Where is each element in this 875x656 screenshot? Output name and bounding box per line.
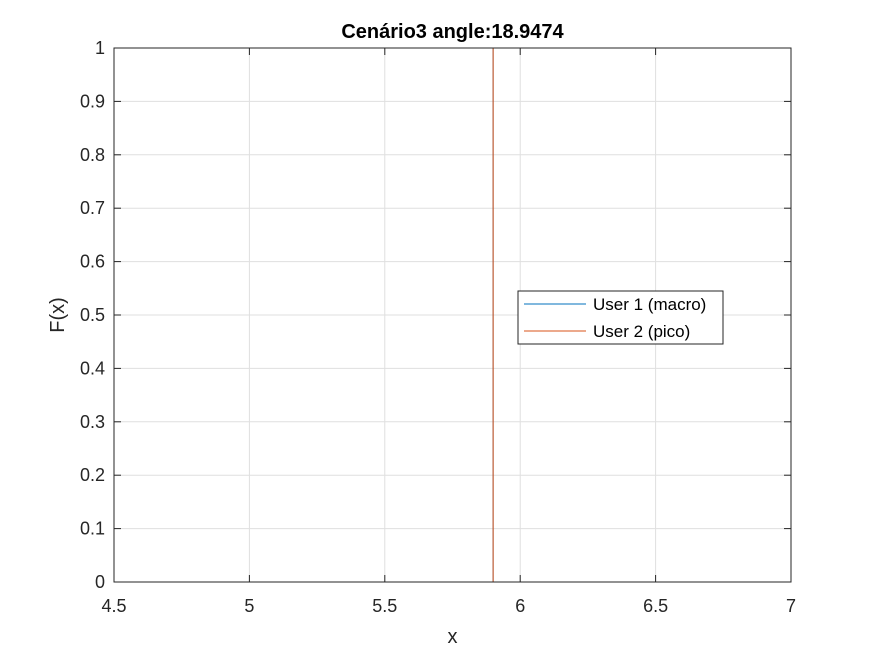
y-tick-label: 0.7 <box>80 198 105 218</box>
y-tick-label: 0 <box>95 572 105 592</box>
legend-box <box>517 290 724 345</box>
x-tick-label: 4.5 <box>101 596 126 616</box>
x-axis-label: x <box>448 626 458 648</box>
y-tick-label: 0.1 <box>80 519 105 539</box>
legend-label-user-2: User 2 (pico) <box>593 322 690 341</box>
x-tick-label: 5.5 <box>372 596 397 616</box>
x-tick-label: 6.5 <box>643 596 668 616</box>
legend[interactable]: User 1 (macro) User 2 (pico) <box>517 290 724 345</box>
y-axis-label: F(x) <box>47 297 69 333</box>
y-tick-label: 0.3 <box>80 412 105 432</box>
x-tick-label: 7 <box>786 596 796 616</box>
y-tick-label: 0.9 <box>80 91 105 111</box>
y-tick-label: 0.6 <box>80 252 105 272</box>
ticks-layer <box>113 47 792 583</box>
x-tick-label: 6 <box>515 596 525 616</box>
x-tick-labels: 4.5 5 5.5 6 6.5 7 <box>101 596 796 616</box>
y-tick-label: 1 <box>95 38 105 58</box>
legend-label-user-1: User 1 (macro) <box>593 295 706 314</box>
y-tick-labels: 0 0.1 0.2 0.3 0.4 0.5 0.6 0.7 0.8 0.9 1 <box>80 38 105 592</box>
chart-title: Cenário3 angle:18.9474 <box>341 21 564 43</box>
x-tick-label: 5 <box>244 596 254 616</box>
y-tick-label: 0.2 <box>80 465 105 485</box>
y-tick-label: 0.5 <box>80 305 105 325</box>
y-tick-label: 0.8 <box>80 145 105 165</box>
y-tick-label: 0.4 <box>80 358 105 378</box>
